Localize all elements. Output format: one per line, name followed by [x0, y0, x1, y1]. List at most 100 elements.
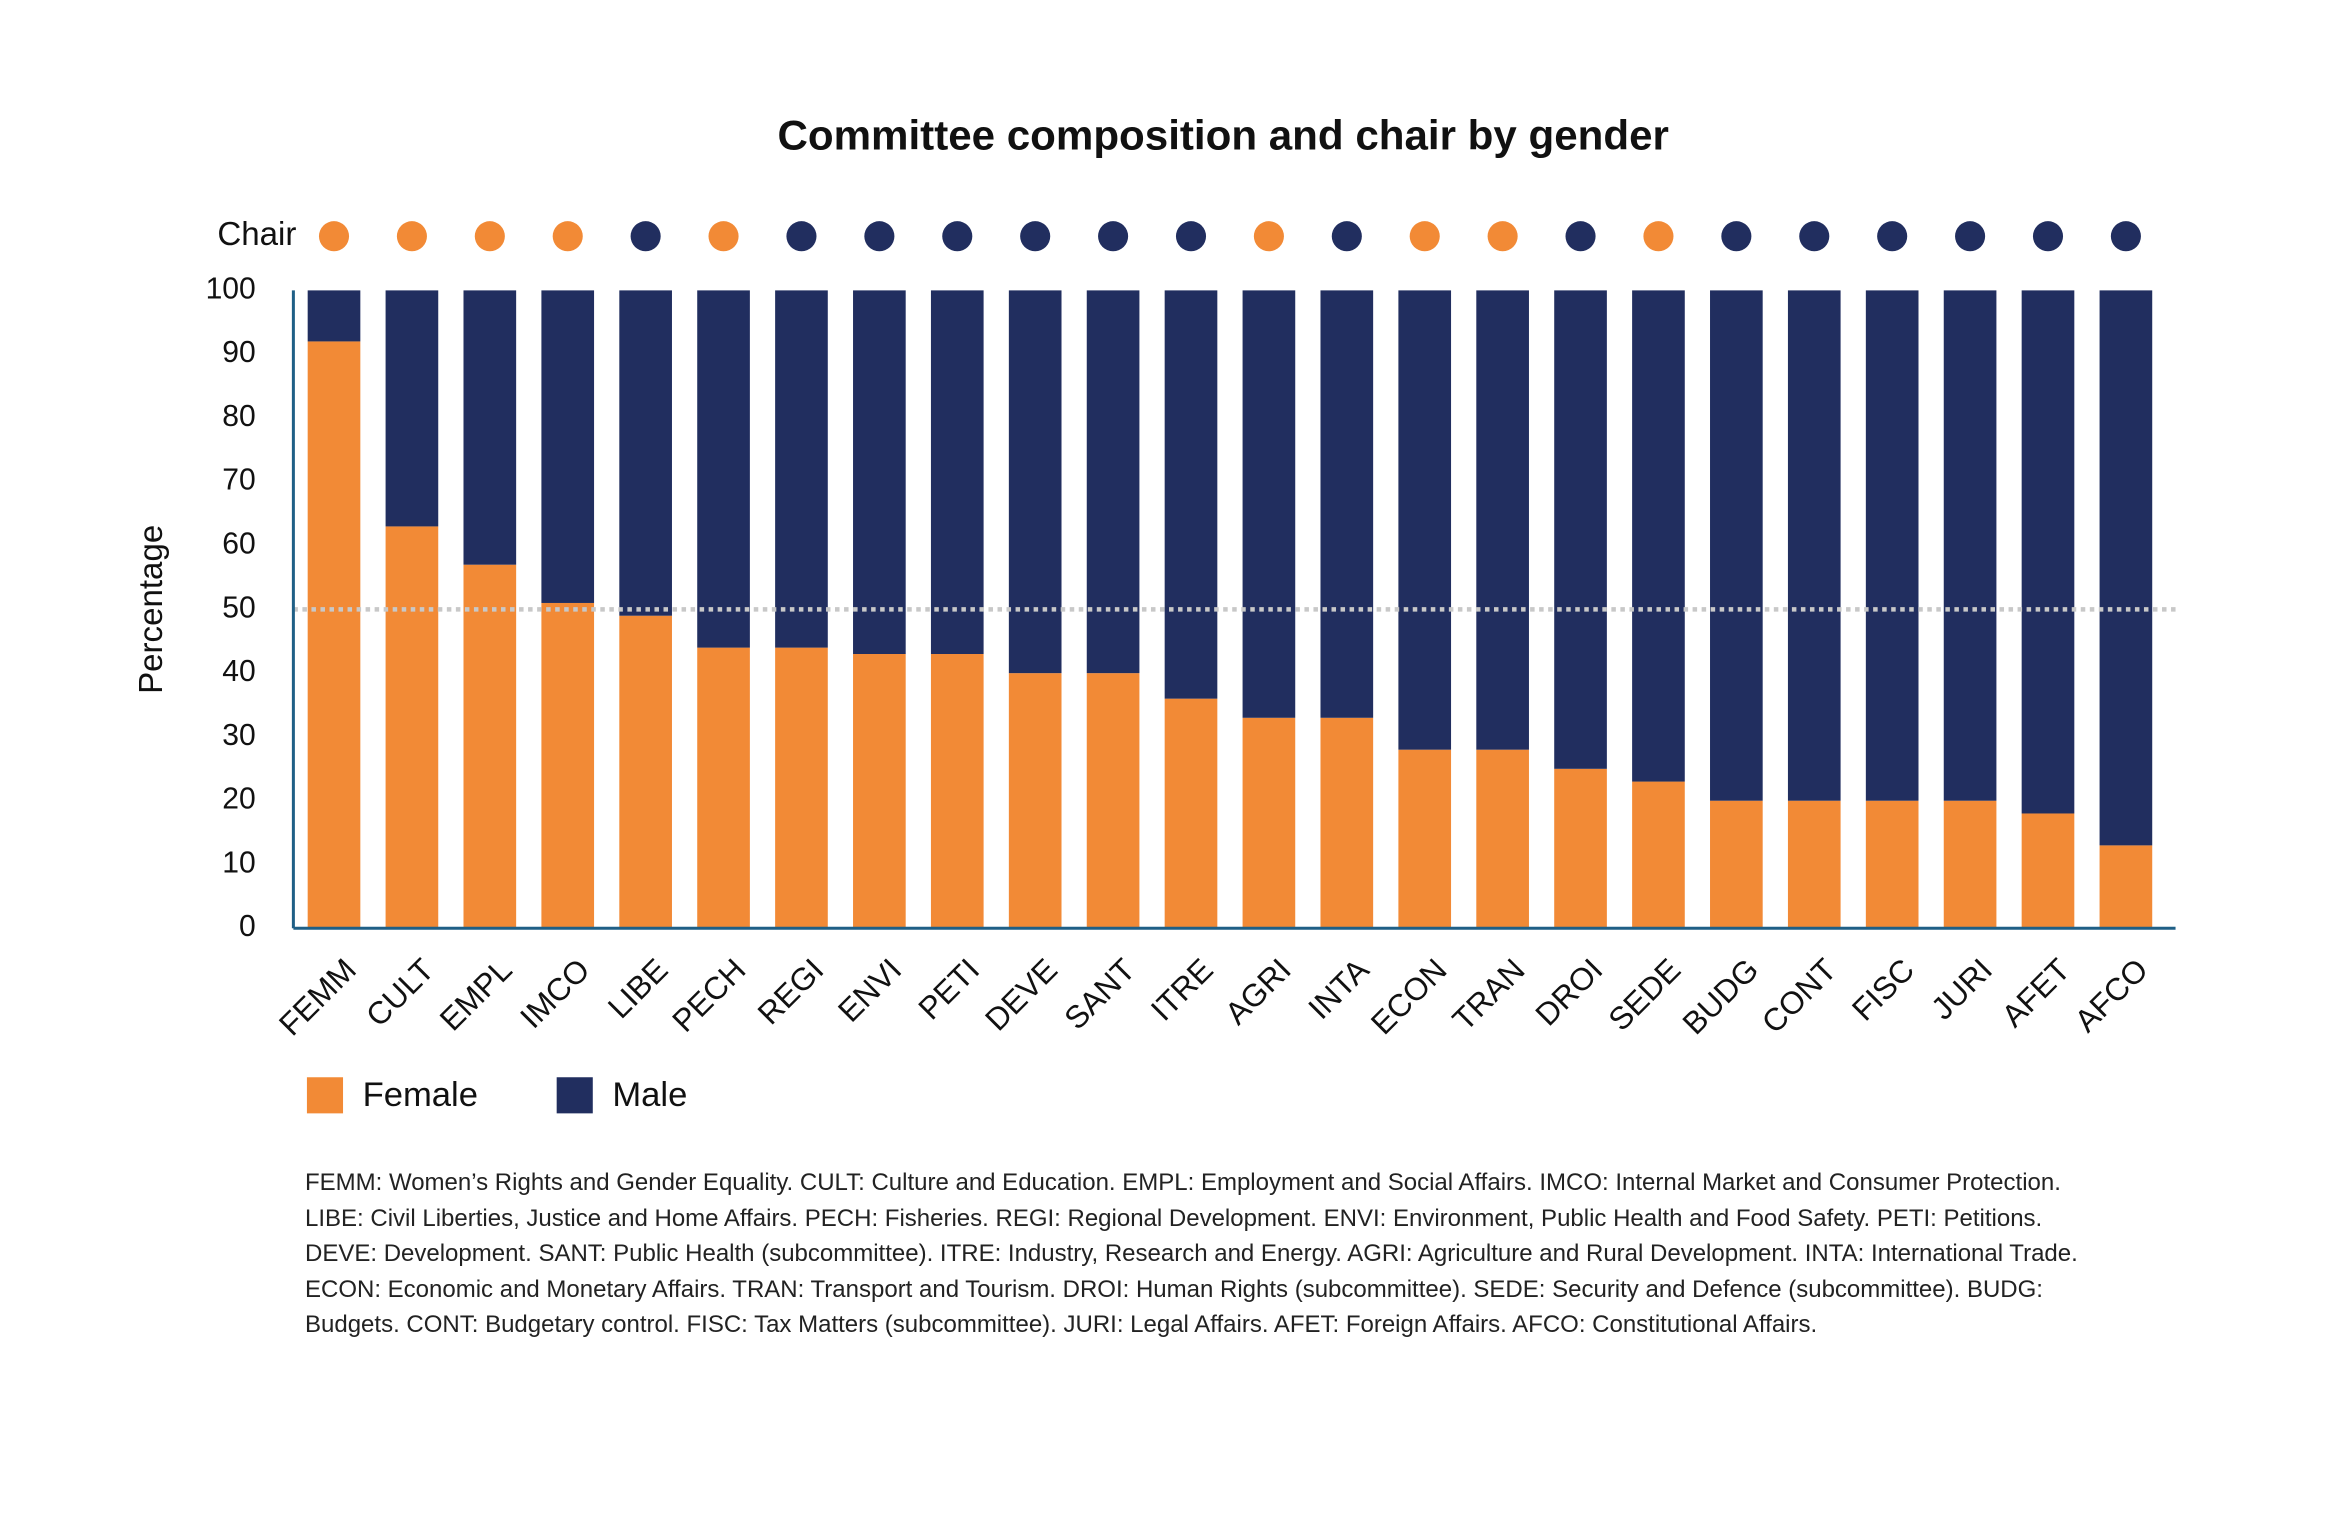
- x-tick-label: FEMM: [272, 951, 363, 1042]
- bar-segment: [385, 526, 439, 929]
- bar-segment: [1164, 698, 1218, 929]
- bar-segment: [930, 290, 984, 654]
- chair-dot: [1565, 221, 1596, 252]
- x-tick-label: BUDG: [1675, 951, 1765, 1041]
- bar-segment: [1398, 749, 1452, 929]
- chair-dot: [1643, 221, 1674, 252]
- x-tick-label: CONT: [1754, 951, 1843, 1040]
- chair-dot: [396, 221, 427, 252]
- bar-segment: [1164, 290, 1218, 699]
- chair-dot: [942, 221, 973, 252]
- chair-dot: [1020, 221, 1051, 252]
- legend-label: Female: [363, 1076, 478, 1114]
- y-tick-label: 30: [222, 719, 255, 752]
- x-tick-label: ITRE: [1144, 951, 1220, 1027]
- chair-dot: [1175, 221, 1207, 252]
- bar-segment: [619, 290, 672, 616]
- chair-dot: [1487, 221, 1518, 252]
- chair-dot: [1098, 221, 1129, 252]
- bar-segment: [1787, 290, 1841, 801]
- y-tick-label: 100: [206, 272, 256, 305]
- bar-segment: [1320, 717, 1374, 929]
- bar-segment: [463, 564, 517, 929]
- y-tick-label: 20: [222, 783, 255, 816]
- x-tick-label: SEDE: [1601, 951, 1687, 1037]
- chair-label: Chair: [217, 216, 296, 253]
- footnote: FEMM: Women’s Rights and Gender Equality…: [305, 1169, 2078, 1338]
- y-axis-label: Percentage: [133, 525, 170, 694]
- bar-segment: [307, 290, 361, 342]
- bar-segment: [1865, 800, 1919, 929]
- bar-segment: [2099, 845, 2153, 929]
- chair-dot: [1799, 221, 1830, 252]
- bar-segment: [1086, 290, 1140, 674]
- chair-dot: [1955, 221, 1986, 252]
- bar-segment: [853, 653, 906, 929]
- y-tick-label: 0: [239, 910, 256, 943]
- bar-segment: [307, 341, 361, 929]
- chair-dot: [552, 221, 583, 252]
- x-tick-label: ECON: [1364, 951, 1454, 1041]
- x-tick-label: CULT: [359, 951, 441, 1033]
- bar-segment: [853, 290, 906, 654]
- x-tick-label: TRAN: [1445, 951, 1531, 1037]
- chair-dot: [318, 221, 350, 252]
- bar-segment: [1865, 290, 1919, 801]
- chair-dot: [708, 221, 739, 252]
- bar-segment: [1554, 768, 1607, 929]
- x-tick-label: AGRI: [1218, 951, 1298, 1031]
- bar-segment: [541, 602, 595, 929]
- chair-dot: [474, 221, 505, 252]
- chair-dot: [1877, 221, 1908, 252]
- chair-dot: [630, 221, 661, 252]
- bar-segment: [1943, 290, 1997, 801]
- bar-segment: [1787, 800, 1841, 929]
- x-tick-label: EMPL: [432, 951, 518, 1037]
- bar-segment: [697, 290, 750, 648]
- bar-segment: [1632, 781, 1685, 929]
- y-tick-label: 60: [222, 528, 255, 561]
- bar-segment: [775, 647, 828, 929]
- y-tick-label: 10: [222, 846, 255, 879]
- bar-segment: [2099, 290, 2153, 846]
- chair-dot: [1253, 221, 1284, 252]
- x-tick-label: DEVE: [978, 951, 1064, 1037]
- bar-segment: [775, 290, 828, 648]
- x-tick-label: REGI: [750, 951, 830, 1031]
- x-tick-label: AFET: [1994, 951, 2077, 1034]
- x-tick-label: JURI: [1924, 951, 1999, 1026]
- x-tick-label: FISC: [1845, 951, 1921, 1027]
- chair-dot: [2110, 221, 2141, 252]
- chair-dot: [1331, 221, 1362, 252]
- legend-swatch: [556, 1077, 593, 1114]
- bar-segment: [619, 615, 672, 929]
- bar-segment: [1476, 749, 1529, 929]
- bar-segment: [1242, 717, 1296, 929]
- x-tick-label: ENVI: [831, 951, 909, 1029]
- x-tick-label: AFCO: [2067, 951, 2154, 1038]
- bar-segment: [1320, 290, 1374, 718]
- y-tick-label: 90: [222, 336, 255, 369]
- y-tick-label: 40: [222, 655, 255, 688]
- chair-dot: [1409, 221, 1440, 252]
- bar-segment: [1398, 290, 1452, 750]
- bar-segment: [930, 653, 984, 929]
- bar-segment: [1554, 290, 1607, 769]
- bar-segment: [1632, 290, 1685, 782]
- x-tick-label: IMCO: [513, 951, 597, 1035]
- bar-segment: [2021, 813, 2075, 929]
- bar-segment: [541, 290, 595, 603]
- bar-segment: [1008, 290, 1062, 674]
- y-tick-label: 50: [222, 591, 255, 624]
- bar-segment: [1242, 290, 1296, 718]
- chair-dot: [864, 221, 895, 252]
- bar-segment: [1710, 800, 1763, 929]
- bar-segment: [697, 647, 750, 929]
- x-tick-label: LIBE: [601, 951, 675, 1025]
- y-tick-label: 80: [222, 400, 255, 433]
- legend-swatch: [306, 1077, 344, 1114]
- chair-dot: [786, 221, 817, 252]
- bar-segment: [1476, 290, 1529, 750]
